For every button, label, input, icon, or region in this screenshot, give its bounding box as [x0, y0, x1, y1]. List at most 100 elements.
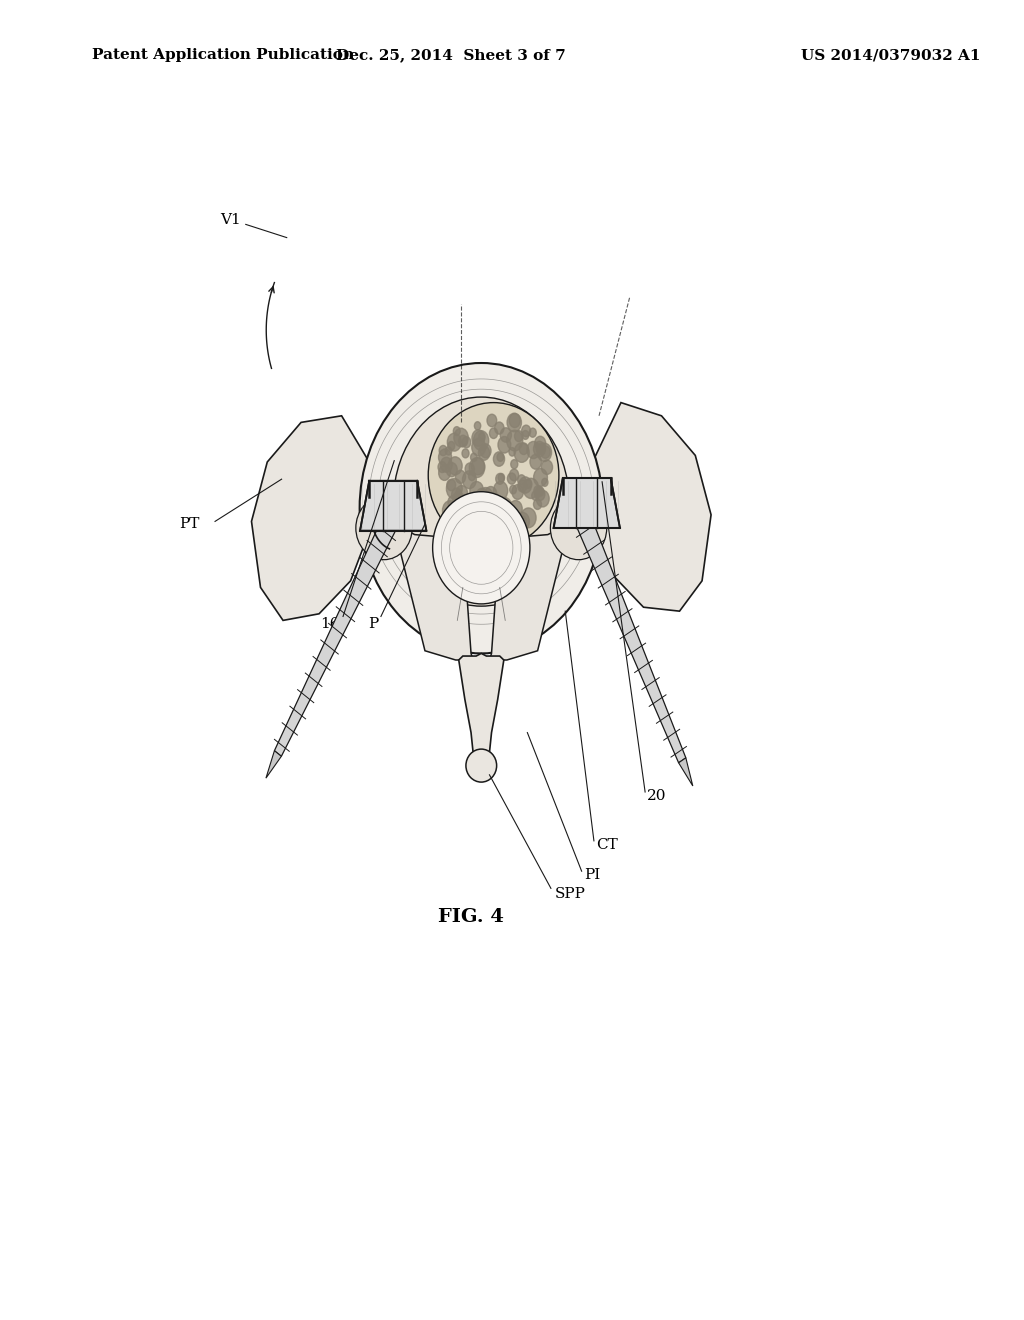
Ellipse shape: [466, 750, 497, 781]
Circle shape: [514, 525, 521, 535]
Circle shape: [506, 507, 514, 516]
Ellipse shape: [428, 403, 559, 548]
Circle shape: [535, 487, 545, 500]
Circle shape: [497, 453, 504, 462]
Circle shape: [521, 425, 530, 437]
Circle shape: [476, 488, 487, 503]
Circle shape: [534, 441, 546, 457]
Circle shape: [456, 486, 468, 500]
Text: 20: 20: [647, 789, 667, 803]
Circle shape: [465, 463, 474, 475]
Circle shape: [507, 430, 523, 451]
Circle shape: [447, 504, 461, 521]
Circle shape: [519, 516, 526, 525]
Text: 16: 16: [321, 618, 340, 631]
Circle shape: [480, 444, 492, 458]
Circle shape: [438, 449, 452, 466]
Circle shape: [454, 426, 460, 436]
Circle shape: [521, 508, 537, 528]
Circle shape: [479, 433, 485, 441]
Circle shape: [446, 479, 462, 499]
Circle shape: [472, 507, 488, 527]
Circle shape: [469, 458, 484, 478]
Circle shape: [459, 519, 468, 531]
Circle shape: [515, 512, 529, 531]
Polygon shape: [679, 758, 693, 785]
Circle shape: [496, 474, 504, 484]
Circle shape: [475, 507, 489, 525]
Circle shape: [508, 506, 515, 513]
Circle shape: [494, 482, 508, 500]
Circle shape: [498, 474, 505, 482]
Polygon shape: [459, 653, 504, 752]
Circle shape: [524, 479, 531, 488]
Circle shape: [495, 422, 504, 434]
Circle shape: [487, 414, 497, 426]
Circle shape: [438, 466, 451, 480]
Circle shape: [438, 462, 446, 473]
Circle shape: [514, 442, 529, 462]
Circle shape: [519, 444, 528, 454]
Ellipse shape: [551, 496, 606, 560]
Circle shape: [489, 428, 498, 438]
Circle shape: [440, 457, 453, 473]
Circle shape: [507, 473, 516, 484]
Circle shape: [509, 513, 516, 523]
Circle shape: [511, 459, 518, 469]
Circle shape: [542, 459, 553, 474]
Text: SPP: SPP: [555, 887, 586, 900]
Ellipse shape: [393, 397, 569, 606]
Polygon shape: [379, 508, 473, 660]
Circle shape: [454, 428, 468, 446]
Circle shape: [461, 510, 476, 529]
Text: P: P: [369, 618, 379, 631]
Circle shape: [498, 437, 511, 453]
Circle shape: [510, 486, 516, 494]
Circle shape: [439, 445, 447, 455]
Circle shape: [510, 469, 518, 480]
Circle shape: [476, 519, 492, 539]
Circle shape: [508, 525, 515, 535]
Circle shape: [538, 444, 552, 462]
Circle shape: [462, 437, 471, 447]
Polygon shape: [274, 519, 396, 756]
Circle shape: [534, 469, 548, 486]
Circle shape: [447, 495, 459, 510]
Circle shape: [493, 516, 504, 531]
Polygon shape: [266, 751, 282, 779]
Circle shape: [478, 487, 493, 507]
Circle shape: [463, 471, 476, 488]
Circle shape: [473, 430, 488, 450]
Circle shape: [507, 413, 521, 432]
Circle shape: [534, 499, 542, 510]
Ellipse shape: [359, 363, 603, 653]
Polygon shape: [577, 516, 686, 763]
Circle shape: [541, 446, 550, 458]
Text: CT: CT: [596, 838, 617, 851]
Circle shape: [509, 413, 520, 428]
Circle shape: [459, 436, 468, 446]
Circle shape: [469, 510, 482, 527]
Polygon shape: [360, 480, 426, 531]
Circle shape: [452, 488, 462, 500]
Circle shape: [537, 444, 544, 454]
Ellipse shape: [356, 496, 412, 560]
Circle shape: [514, 430, 523, 442]
Circle shape: [478, 511, 490, 527]
Text: Patent Application Publication: Patent Application Publication: [92, 49, 354, 62]
Circle shape: [531, 491, 539, 500]
Circle shape: [512, 484, 523, 499]
Text: FIG. 4: FIG. 4: [438, 908, 504, 927]
Circle shape: [474, 421, 480, 430]
Circle shape: [470, 482, 483, 499]
Circle shape: [542, 478, 548, 486]
Circle shape: [468, 471, 475, 480]
Polygon shape: [554, 478, 620, 528]
Polygon shape: [590, 403, 711, 611]
Circle shape: [472, 430, 484, 446]
Circle shape: [517, 475, 525, 484]
Circle shape: [453, 492, 465, 507]
Polygon shape: [252, 416, 373, 620]
Circle shape: [478, 446, 489, 461]
Circle shape: [537, 490, 549, 507]
